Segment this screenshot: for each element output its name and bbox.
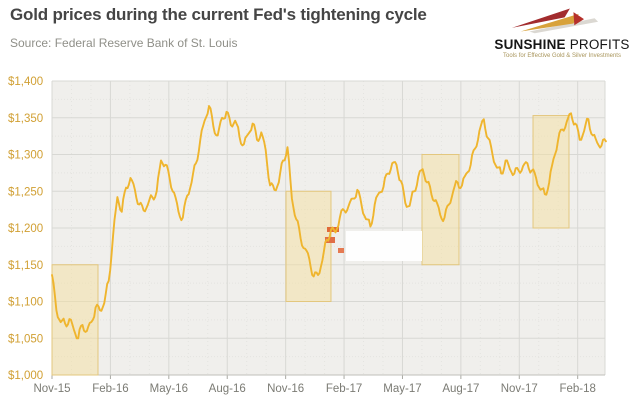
y-axis-label: $1,350 (8, 113, 43, 125)
x-axis-label: May-17 (383, 383, 421, 395)
logo-name-light: PROFITS (569, 37, 630, 52)
x-axis-label: Nov-17 (501, 383, 538, 395)
y-axis-label: $1,100 (8, 297, 43, 309)
logo-arrow-icon (511, 8, 599, 34)
logo-name: SUNSHINE PROFITS (494, 37, 630, 52)
price-line (51, 105, 607, 340)
x-axis-label: Nov-16 (267, 383, 304, 395)
y-axis-label: $1,250 (8, 186, 43, 198)
x-axis-label: May-16 (150, 383, 188, 395)
sunshine-profits-logo: SUNSHINE PROFITS Tools for Effective Gol… (494, 4, 630, 59)
logo-tagline: Tools for Effective Gold & Silver Invest… (503, 53, 621, 59)
x-axis-label: Nov-15 (33, 383, 70, 395)
x-axis-label: Aug-16 (209, 383, 246, 395)
x-axis-label: Feb-18 (559, 383, 595, 395)
source-label: Source: Federal Reserve Bank of St. Loui… (10, 36, 238, 50)
y-axis-label: $1,000 (8, 370, 43, 382)
white-patch (346, 231, 422, 261)
page-title: Gold prices during the current Fed's tig… (10, 5, 427, 24)
watermark-remnant (338, 248, 344, 253)
logo-name-bold: SUNSHINE (494, 37, 566, 52)
y-axis-label: $1,200 (8, 223, 43, 235)
highlight-zone (421, 154, 460, 266)
y-axis-label: $1,300 (8, 150, 43, 162)
y-axis-label: $1,150 (8, 260, 43, 272)
x-axis-label: Feb-16 (92, 383, 128, 395)
watermark-remnant (325, 237, 335, 243)
x-axis-label: Feb-17 (326, 383, 362, 395)
y-axis-label: $1,400 (8, 76, 43, 88)
y-axis-label: $1,050 (8, 333, 43, 345)
x-axis-label: Aug-17 (442, 383, 479, 395)
